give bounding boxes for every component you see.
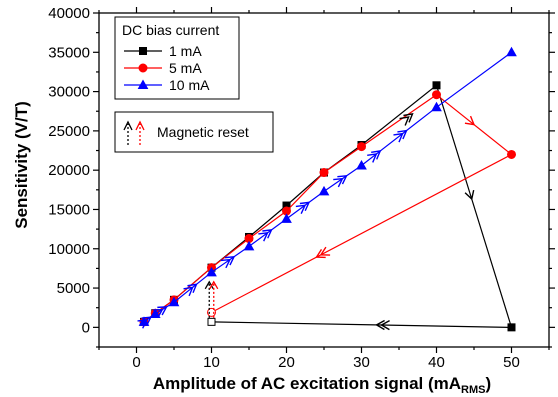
flow-arrow-5ma [464,115,476,126]
y-tick-label: 30000 [48,84,90,101]
legend-entry-5-ma: 5 mA [124,60,202,76]
flow-arrow-10ma [299,201,311,212]
flow-arrow-10ma [153,308,164,318]
y-tick-label: 15000 [48,201,90,218]
y-axis-title: Sensitivity (V/T) [12,101,31,229]
data-point-5-ma [207,307,216,317]
data-point-1-ma [432,81,441,90]
flow-arrow-10ma [397,129,408,140]
flow-arrow-1ma [464,189,475,201]
series-layer [138,46,517,332]
flow-arrow-1ma [399,116,410,126]
flow-arrow-10ma [337,175,348,185]
flow-arrow-1ma [403,113,414,123]
data-point-5-ma [319,168,329,178]
flow-arrow-5ma [315,249,326,259]
x-axis-title: Amplitude of AC excitation signal (mARMS… [153,374,491,396]
legend-marker [139,47,147,55]
data-point-10-ma [356,159,367,170]
data-point-10-ma [206,266,217,277]
reset-box-frame [114,111,274,153]
x-tick-label: 50 [503,354,520,371]
y-tick-label: 25000 [48,123,90,140]
flow-arrows [137,113,476,331]
flow-arrow-10ma [258,232,269,242]
y-tick-label: 5000 [57,280,90,297]
flow-arrow-10ma [137,319,148,329]
legend-entry-10-ma: 10 mA [124,77,210,93]
legend-label: 10 mA [169,77,210,93]
x-axis-title-close: ) [486,374,492,393]
flow-arrow-1ma [375,319,385,331]
data-point-10-ma [168,296,180,307]
x-tick-label: 30 [353,354,370,371]
flow-arrow-10ma [183,286,194,297]
data-point-10-ma [281,213,292,223]
data-point-10-ma [318,185,330,196]
reset-marker-1-ma [204,280,214,318]
data-point-10-ma [149,308,161,318]
flow-arrow-10ma [220,258,232,269]
flow-arrow-10ma [367,153,378,163]
data-point-5-ma [432,90,441,100]
flow-arrow-10ma [371,150,382,160]
reset-arrow-head [204,280,214,290]
flow-arrow-10ma [262,229,273,239]
reset-label: Magnetic reset [157,124,249,140]
flow-arrow-5ma [319,246,331,256]
data-point-5-ma [357,142,366,152]
data-point-10-ma [243,240,255,251]
flow-arrow-10ma [393,132,404,143]
x-axis-title-main: Amplitude of AC excitation signal (mA [153,374,461,393]
reset-legend-icon-black [123,120,133,145]
legend-marker [138,63,148,73]
reset-arrow-head [209,280,219,290]
data-point-1-ma [207,317,216,326]
series-10-ma [138,46,517,326]
x-tick-label: 0 [132,354,140,371]
data-point-10-ma [506,46,517,57]
x-tick-label: 40 [428,354,445,371]
reset-legend-icon-red [135,120,145,145]
x-tick-label: 20 [278,354,295,371]
flow-arrow-10ma [295,204,307,215]
y-tick-label: 20000 [48,162,90,179]
flow-arrow-10ma [224,255,236,266]
axes: 0 10 20 30 40 50 0 5000 10000 15000 20000 25000 3000… [48,5,555,371]
legend-entry-1-ma: 1 mA [124,43,202,59]
x-axis-title-subscript: RMS [461,384,485,396]
y-tick-label: 40000 [48,5,90,22]
flow-arrow-10ma [157,306,168,316]
data-point-1-ma [507,323,516,332]
legend-label: 1 mA [169,43,202,59]
legend-marker [137,79,149,89]
flow-arrow-10ma [141,316,152,326]
reset-marker-5-ma [209,280,219,318]
y-tick-label: 35000 [48,44,90,61]
legend-label: 5 mA [169,60,202,76]
legend-title: DC bias current [122,22,219,38]
magnetic-reset-box: Magnetic reset [114,111,274,153]
flow-arrow-10ma [187,283,198,294]
y-tick-label: 10000 [48,241,90,258]
flow-arrow-1ma [380,320,390,331]
data-point-10-ma [431,101,442,112]
x-tick-label: 10 [203,354,220,371]
y-tick-label: 0 [82,319,90,336]
data-point-5-ma [507,149,516,159]
flow-arrow-10ma [333,177,344,188]
